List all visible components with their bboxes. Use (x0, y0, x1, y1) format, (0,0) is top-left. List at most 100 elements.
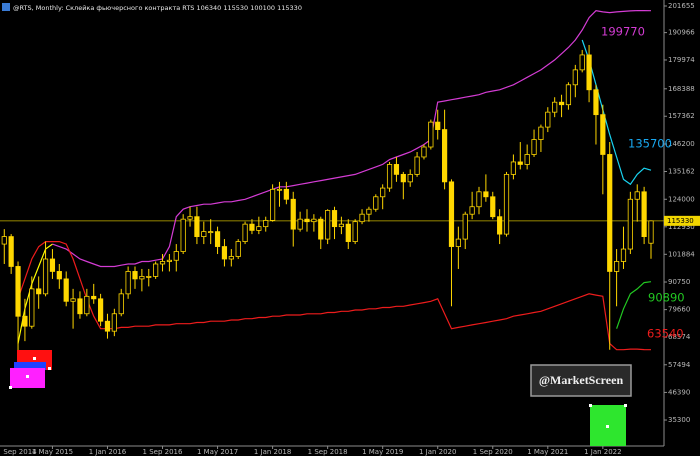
candle-body (36, 288, 42, 295)
candle-body (29, 288, 35, 327)
candle-body (125, 271, 131, 295)
x-tick-label: Sep 2014 (3, 448, 37, 456)
handle (624, 404, 627, 407)
annotation: 63540 (647, 327, 684, 341)
candle-body (214, 231, 221, 247)
candle-body (22, 315, 28, 327)
candle-body (221, 246, 228, 260)
candle-body (558, 101, 565, 106)
candle-body (586, 54, 592, 91)
candle-body (359, 213, 365, 223)
y-tick-label: 146200 (668, 140, 695, 148)
candle-body (565, 84, 572, 106)
candle-body (311, 218, 317, 223)
x-tick-label: 1 Jan 2016 (89, 448, 127, 456)
candle-body (524, 154, 530, 165)
handle (606, 425, 609, 428)
x-tick-label: 1 May 2021 (527, 448, 568, 456)
y-tick-label: 135162 (668, 167, 695, 175)
candle-body (510, 161, 517, 175)
candle-body (63, 278, 69, 302)
y-tick-label: 112930 (668, 223, 695, 231)
y-tick-label: 201655 (668, 2, 695, 10)
annotation: 199770 (601, 25, 645, 39)
y-tick-label: 46390 (668, 388, 690, 396)
candle-body (400, 173, 406, 183)
candle-body (208, 231, 214, 234)
candle-body (166, 259, 172, 262)
y-tick-label: 101884 (668, 250, 695, 258)
candle-body (469, 206, 475, 215)
candle-body (56, 271, 62, 280)
candle-body (70, 298, 76, 302)
plot-area (0, 10, 664, 352)
annotation: 135700 (628, 137, 672, 151)
candle-body (476, 191, 482, 208)
candle-body (118, 293, 124, 315)
candle-body (634, 191, 640, 200)
candle-body (483, 191, 489, 198)
candle-body (614, 261, 620, 272)
candle-body (139, 276, 145, 280)
candle-body (517, 161, 523, 165)
indicator-line (581, 39, 652, 186)
candle-body (256, 226, 262, 231)
candle-body (180, 218, 186, 252)
candle-body (490, 196, 496, 218)
candle-body (201, 231, 207, 238)
candle-body (325, 210, 331, 240)
y-tick-label: 90750 (668, 278, 690, 286)
handle (589, 404, 592, 407)
candle-body (15, 266, 21, 317)
candle-body (380, 187, 386, 198)
x-tick-label: 1 May 2015 (32, 448, 73, 456)
y-tick-label: 179974 (668, 56, 695, 64)
candle-body (98, 298, 104, 322)
x-tick-label: 1 May 2017 (197, 448, 238, 456)
candle-body (194, 216, 200, 238)
current-price-box (664, 215, 700, 226)
candle-body (648, 220, 654, 244)
candle-body (132, 271, 138, 280)
y-tick-label: 68574 (668, 333, 691, 341)
candle-body (263, 220, 269, 228)
candle-body (153, 263, 159, 277)
chart-title: @RTS, Monthly: Склейка фьючерсного контр… (13, 4, 302, 12)
candle-body (386, 164, 393, 189)
candle-body (538, 126, 544, 140)
candle-body (228, 256, 234, 260)
watermark: @MarketScreen (530, 364, 632, 397)
x-tick-label: 1 Jan 2020 (419, 448, 457, 456)
annotation: 90890 (648, 291, 685, 305)
candle-body (290, 198, 296, 230)
candle-body (146, 276, 152, 278)
x-tick-label: 1 Jan 2018 (254, 448, 292, 456)
x-tick-label: 1 Sep 2018 (308, 448, 348, 456)
candle-body (304, 218, 310, 223)
candle-body (455, 238, 461, 247)
handle (9, 386, 12, 389)
y-tick-label: 190966 (668, 29, 695, 37)
candle-body (331, 210, 338, 228)
candle-body (49, 258, 56, 272)
candle-body (8, 236, 14, 267)
candle-body (579, 54, 585, 71)
candle-body (545, 111, 551, 128)
candle-body (393, 164, 400, 175)
candle-body (345, 223, 351, 242)
candle-body (641, 191, 647, 238)
candle-body (283, 188, 289, 200)
indicator-line (17, 243, 53, 344)
object-rectangles (9, 350, 627, 446)
x-tick-label: 1 May 2019 (362, 448, 403, 456)
candle-body (414, 156, 420, 175)
candle-body (187, 216, 193, 220)
watermark-box (530, 364, 632, 397)
watermark-text: @MarketScreen (539, 373, 624, 387)
handle (33, 357, 36, 360)
candle-body (593, 89, 599, 116)
candle-body (42, 258, 49, 295)
candle-body (428, 121, 434, 148)
candle-body (297, 218, 303, 230)
